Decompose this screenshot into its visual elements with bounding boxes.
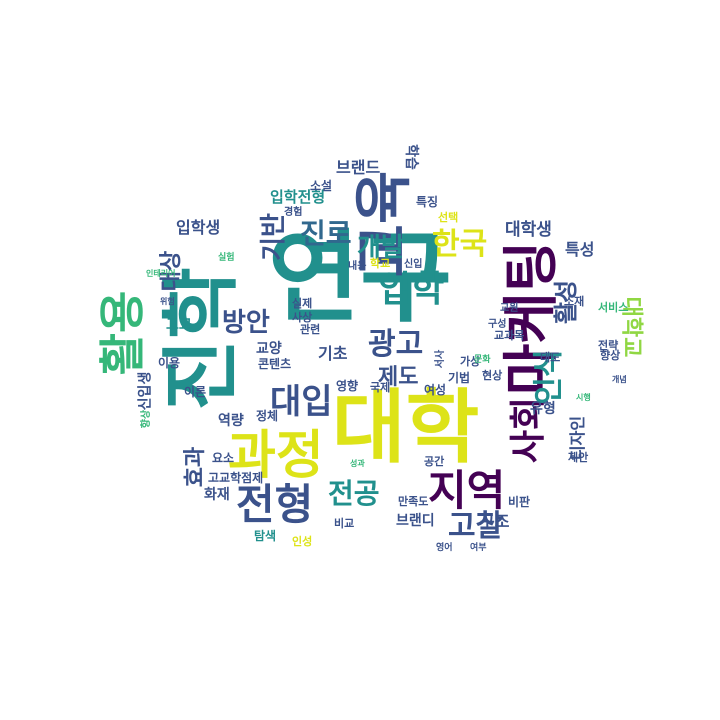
word: 기법 (448, 371, 471, 385)
word: 입학생 (176, 218, 221, 237)
word: 소설 (310, 179, 333, 193)
word: 지역 (428, 466, 506, 515)
word: 영향 (336, 379, 359, 393)
word: 한국 (432, 227, 488, 262)
word: 신입 (404, 259, 423, 270)
word: 전형 (236, 480, 314, 529)
word: 비교 (334, 517, 355, 530)
word: 교과목 (494, 329, 525, 342)
word: 가상 (460, 355, 481, 368)
word: 화재 (204, 487, 230, 503)
word: 경험 (284, 207, 303, 218)
word: 전공 (328, 477, 380, 510)
word: 서비스 (598, 301, 629, 314)
word: 실제 (292, 297, 313, 310)
word: 과정 (228, 426, 324, 486)
word: 특징 (416, 195, 439, 209)
word: 공간 (424, 455, 445, 468)
word: 이용 (158, 356, 181, 370)
word: 시행 (576, 393, 591, 402)
word: 여성 (424, 383, 447, 397)
word: 특성 (565, 240, 595, 259)
word: 역량 (218, 413, 244, 429)
word: 개발 (357, 233, 405, 263)
word: 구성 (488, 319, 507, 330)
word: 입학전형 (270, 188, 326, 206)
word: 문화 (474, 355, 491, 365)
word: 서사 (435, 349, 447, 369)
word: 요소 (212, 451, 235, 465)
word: 효과 (183, 446, 209, 488)
word: 인성 (292, 535, 313, 548)
word: 신입생 (137, 371, 154, 411)
word: 고교학점제 (208, 471, 264, 485)
word: 구조 (480, 512, 510, 531)
word: 여부 (470, 543, 487, 553)
word: 실험 (218, 253, 235, 263)
word: 이론 (184, 385, 207, 399)
word: 관련 (300, 323, 321, 336)
word: 교원 (500, 303, 519, 314)
word: 정체 (256, 409, 279, 423)
word: 소재 (564, 295, 585, 308)
word: 교양 (256, 341, 282, 357)
word: 콘텐츠 (258, 357, 292, 371)
word: 학교 (370, 257, 391, 270)
word: 대입 (270, 382, 333, 422)
word: 만족도 (398, 495, 429, 508)
word: 연구 (268, 219, 452, 336)
word: 방안 (222, 308, 270, 338)
word: 고교 (166, 317, 192, 333)
word: 위험 (160, 297, 175, 306)
word: 현상 (482, 369, 503, 382)
word: 전략 (598, 339, 619, 352)
word: 제안 (568, 451, 589, 464)
word: 대학생 (505, 220, 552, 240)
word: 비판 (508, 495, 531, 509)
word: 내용 (348, 261, 367, 272)
word: 학습 (402, 144, 419, 170)
word: 영어 (436, 543, 453, 553)
word: 사상 (292, 311, 313, 324)
word: 진로 (300, 217, 352, 250)
word: 향상 (600, 349, 621, 362)
word: 고찰 (448, 509, 504, 544)
word: 브랜드 (336, 158, 381, 177)
word: 광고 (368, 327, 424, 362)
word: 탐색 (254, 529, 277, 543)
word: 인테리어 (146, 269, 176, 278)
word: 기반 (258, 213, 289, 261)
word: 선택 (438, 211, 459, 224)
word: 입학 (378, 269, 445, 310)
word: 유형 (530, 401, 556, 417)
word: 성과 (350, 459, 365, 468)
word: 향상 (141, 409, 153, 429)
word: 기초 (318, 344, 348, 363)
word: 태도 (540, 351, 561, 364)
word: 활용 (95, 290, 150, 376)
word: 개념 (612, 375, 627, 384)
word: 대학 (332, 381, 480, 474)
word: 국제 (370, 381, 391, 394)
word: 브랜디 (396, 513, 435, 529)
word: 제도 (378, 365, 419, 390)
